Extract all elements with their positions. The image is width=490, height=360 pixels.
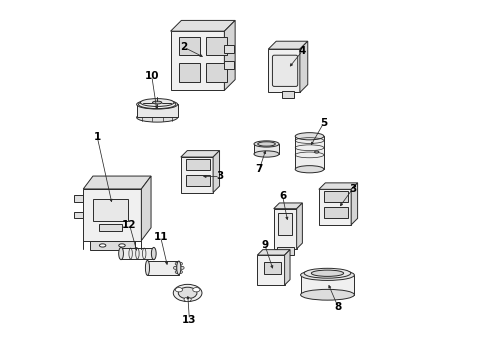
Ellipse shape (295, 133, 324, 140)
Ellipse shape (311, 270, 343, 276)
Polygon shape (257, 255, 285, 285)
Bar (205, 37, 227, 55)
Text: 12: 12 (122, 220, 137, 230)
Ellipse shape (295, 166, 324, 173)
Ellipse shape (175, 288, 182, 292)
Ellipse shape (300, 270, 354, 280)
Bar (324, 207, 348, 219)
Polygon shape (181, 150, 220, 157)
Text: 7: 7 (256, 164, 263, 174)
Ellipse shape (304, 268, 351, 278)
Text: 3: 3 (216, 171, 223, 181)
Text: 4: 4 (299, 46, 306, 56)
Text: 2: 2 (180, 42, 188, 52)
Polygon shape (319, 189, 351, 225)
Ellipse shape (177, 261, 181, 275)
Polygon shape (213, 150, 220, 193)
Polygon shape (74, 212, 83, 218)
Bar (224, 61, 234, 69)
Text: 13: 13 (182, 315, 196, 325)
Ellipse shape (146, 260, 149, 275)
Ellipse shape (140, 99, 174, 107)
Bar (186, 159, 210, 170)
Polygon shape (274, 203, 302, 209)
Ellipse shape (178, 270, 182, 274)
Polygon shape (257, 249, 290, 255)
Bar (224, 45, 234, 53)
Ellipse shape (173, 284, 202, 302)
Ellipse shape (175, 270, 179, 274)
Ellipse shape (99, 244, 106, 247)
Bar (278, 213, 293, 234)
Text: 3: 3 (349, 184, 356, 194)
Ellipse shape (300, 289, 354, 300)
Bar (99, 225, 122, 231)
Bar (264, 262, 280, 274)
Polygon shape (300, 41, 308, 93)
Ellipse shape (180, 266, 184, 269)
Polygon shape (285, 249, 290, 285)
Text: 10: 10 (145, 71, 159, 81)
Ellipse shape (137, 113, 178, 122)
Polygon shape (295, 136, 324, 169)
Polygon shape (171, 21, 235, 31)
Text: 6: 6 (279, 191, 286, 201)
Polygon shape (137, 104, 178, 117)
Ellipse shape (173, 266, 177, 269)
Polygon shape (121, 248, 154, 259)
Polygon shape (300, 275, 354, 295)
Polygon shape (147, 261, 179, 275)
Polygon shape (141, 176, 151, 240)
Polygon shape (274, 209, 296, 249)
Ellipse shape (151, 247, 156, 260)
Text: 8: 8 (335, 302, 342, 312)
FancyBboxPatch shape (272, 55, 298, 86)
Ellipse shape (254, 151, 279, 157)
Ellipse shape (178, 262, 182, 265)
Ellipse shape (152, 101, 162, 104)
Bar (324, 191, 348, 202)
Bar (179, 63, 200, 82)
Polygon shape (351, 183, 358, 225)
Ellipse shape (193, 288, 200, 292)
Ellipse shape (175, 262, 179, 265)
Polygon shape (269, 41, 308, 49)
Text: 11: 11 (153, 232, 168, 242)
Polygon shape (296, 203, 302, 249)
Polygon shape (254, 144, 279, 154)
Ellipse shape (184, 297, 191, 302)
Ellipse shape (119, 247, 123, 260)
Polygon shape (171, 31, 224, 90)
Polygon shape (90, 240, 135, 250)
Bar (276, 247, 294, 255)
Bar (282, 90, 294, 98)
Polygon shape (83, 176, 151, 189)
Ellipse shape (137, 100, 178, 109)
Polygon shape (319, 183, 358, 189)
Text: 9: 9 (261, 239, 269, 249)
Bar (179, 37, 200, 55)
Ellipse shape (119, 244, 125, 247)
Ellipse shape (254, 141, 279, 147)
Ellipse shape (315, 151, 319, 153)
Text: 5: 5 (320, 118, 327, 128)
Polygon shape (74, 195, 83, 202)
Ellipse shape (178, 287, 197, 299)
Polygon shape (269, 49, 300, 93)
Bar (93, 199, 128, 221)
Polygon shape (181, 157, 213, 193)
Bar (205, 63, 227, 82)
Bar (186, 175, 210, 186)
Polygon shape (224, 21, 235, 90)
Ellipse shape (258, 142, 275, 146)
Polygon shape (83, 189, 141, 240)
Text: 1: 1 (94, 132, 101, 142)
